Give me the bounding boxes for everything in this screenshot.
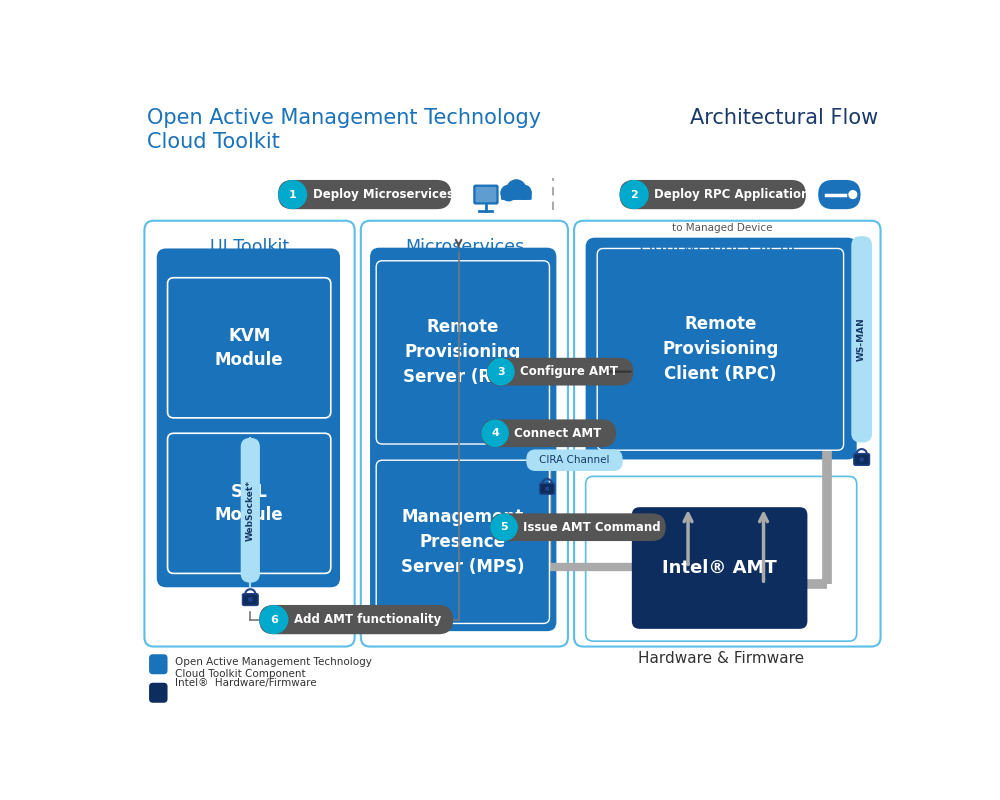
Text: Open Active Management Technology
Cloud Toolkit: Open Active Management Technology Cloud … <box>147 107 541 152</box>
FancyBboxPatch shape <box>501 190 532 200</box>
FancyBboxPatch shape <box>854 454 870 466</box>
Text: CIRA Channel: CIRA Channel <box>539 455 609 466</box>
FancyBboxPatch shape <box>818 180 861 209</box>
FancyBboxPatch shape <box>487 358 633 386</box>
FancyBboxPatch shape <box>361 221 568 646</box>
FancyBboxPatch shape <box>278 180 451 209</box>
Text: 3: 3 <box>497 366 505 377</box>
Text: 6: 6 <box>270 614 278 625</box>
FancyBboxPatch shape <box>597 249 844 450</box>
FancyBboxPatch shape <box>620 180 806 209</box>
Circle shape <box>546 487 549 490</box>
Text: Intel®  Hardware/Firmware: Intel® Hardware/Firmware <box>175 678 317 688</box>
FancyBboxPatch shape <box>481 419 616 447</box>
FancyBboxPatch shape <box>144 221 355 646</box>
Text: WS-MAN: WS-MAN <box>857 318 866 361</box>
Circle shape <box>260 606 288 634</box>
FancyBboxPatch shape <box>586 238 857 459</box>
Circle shape <box>620 181 648 209</box>
FancyBboxPatch shape <box>851 236 872 442</box>
Circle shape <box>491 514 517 540</box>
FancyBboxPatch shape <box>586 476 857 641</box>
FancyBboxPatch shape <box>157 249 340 587</box>
FancyBboxPatch shape <box>168 434 331 574</box>
FancyBboxPatch shape <box>241 438 260 582</box>
Circle shape <box>279 181 307 209</box>
Text: WebSocket*: WebSocket* <box>246 480 255 541</box>
Text: Configure AMT: Configure AMT <box>520 365 618 378</box>
Text: Add AMT functionality: Add AMT functionality <box>294 613 441 626</box>
FancyBboxPatch shape <box>370 248 556 631</box>
Text: SOL
Module: SOL Module <box>215 482 283 524</box>
FancyBboxPatch shape <box>149 682 168 702</box>
Text: 1: 1 <box>289 190 297 199</box>
Text: 2: 2 <box>630 190 638 199</box>
FancyBboxPatch shape <box>632 507 807 629</box>
Text: Issue AMT Command: Issue AMT Command <box>523 521 661 534</box>
Circle shape <box>488 358 514 385</box>
Circle shape <box>482 420 508 446</box>
Text: Deploy RPC Application: Deploy RPC Application <box>654 188 810 201</box>
FancyBboxPatch shape <box>242 594 258 606</box>
FancyBboxPatch shape <box>168 278 331 418</box>
FancyBboxPatch shape <box>376 261 549 444</box>
Text: Hardware & Firmware: Hardware & Firmware <box>638 650 804 666</box>
Text: UI Toolkit: UI Toolkit <box>210 238 289 256</box>
Circle shape <box>849 190 857 198</box>
Circle shape <box>507 180 526 198</box>
Text: Remote
Provisioning
Server (RPS): Remote Provisioning Server (RPS) <box>403 318 523 386</box>
Text: Remote
Provisioning
Client (RPC): Remote Provisioning Client (RPC) <box>662 315 779 383</box>
Circle shape <box>517 186 531 199</box>
Text: Management
Presence
Server (MPS): Management Presence Server (MPS) <box>401 508 525 576</box>
Text: 4: 4 <box>491 428 499 438</box>
Text: to Managed Device: to Managed Device <box>672 223 772 234</box>
Text: Microservices: Microservices <box>405 238 524 256</box>
Text: Connect AMT: Connect AMT <box>514 426 602 440</box>
Circle shape <box>860 458 863 461</box>
Text: KVM
Module: KVM Module <box>215 327 283 369</box>
Circle shape <box>501 186 516 201</box>
Text: Lightweight Client: Lightweight Client <box>639 238 797 256</box>
FancyBboxPatch shape <box>376 460 549 623</box>
FancyBboxPatch shape <box>526 450 623 471</box>
FancyBboxPatch shape <box>259 605 453 634</box>
FancyBboxPatch shape <box>540 483 555 494</box>
Text: Open Active Management Technology
Cloud Toolkit Component: Open Active Management Technology Cloud … <box>175 657 372 679</box>
FancyBboxPatch shape <box>476 187 496 202</box>
Text: 5: 5 <box>500 522 508 532</box>
FancyBboxPatch shape <box>574 221 881 646</box>
Text: Intel® AMT: Intel® AMT <box>662 559 777 577</box>
Text: Deploy Microservices: Deploy Microservices <box>313 188 454 201</box>
FancyBboxPatch shape <box>149 654 168 674</box>
FancyBboxPatch shape <box>490 514 666 541</box>
Text: Architectural Flow: Architectural Flow <box>690 107 878 127</box>
FancyBboxPatch shape <box>473 185 499 205</box>
Circle shape <box>249 598 252 601</box>
